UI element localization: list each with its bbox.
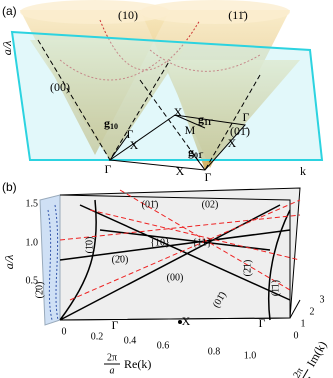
x-tick-label: 0.8 xyxy=(208,346,221,357)
z-tick-label: 0 xyxy=(294,330,299,341)
band-label: (1̄1) xyxy=(270,280,281,296)
point-label: X xyxy=(176,164,185,178)
band-label: (01̄) xyxy=(142,199,159,210)
panel-label: (a) xyxy=(2,4,17,18)
axis-label-den: a xyxy=(110,365,115,376)
axis-label-num: 2π xyxy=(291,366,306,378)
band-label: (2̄0) xyxy=(112,254,129,265)
y-tick-label: 0.5 xyxy=(26,275,39,286)
panel-a xyxy=(10,0,324,171)
panel-b xyxy=(39,187,301,326)
x-tick-label: 0 xyxy=(62,326,67,337)
z-axis-label: 2πaIm(k) xyxy=(291,339,330,378)
point-label: Γ xyxy=(112,318,119,332)
vector-symbol: g xyxy=(198,112,204,126)
z-tick-label: 3 xyxy=(320,294,325,305)
x-tick-label: 0.6 xyxy=(157,340,170,351)
point-label: M xyxy=(185,123,196,137)
cone xyxy=(165,60,300,170)
point-label: Γ xyxy=(243,110,250,124)
x-tick-label: 0.2 xyxy=(91,331,104,342)
point-label: X xyxy=(174,105,183,119)
axis-label: a/λ xyxy=(0,41,14,56)
fraction-bar xyxy=(299,369,309,378)
vector-label: g11̄ xyxy=(198,112,214,127)
cone-label: (00) xyxy=(50,80,70,94)
z-tick-label: 2 xyxy=(310,306,315,317)
band-label: (00) xyxy=(167,272,184,283)
point xyxy=(178,320,182,324)
vector-subscript: 11̄ xyxy=(204,118,214,127)
axis-label-num: 2π xyxy=(107,352,117,363)
point-label: X xyxy=(228,136,237,150)
point-label: X xyxy=(130,138,139,152)
vector-symbol: g xyxy=(188,145,194,159)
vector-label: g10 xyxy=(104,116,118,131)
cone-label: (10) xyxy=(118,8,138,22)
vector-subscript: 01̄ xyxy=(194,151,204,160)
point-label: Γ xyxy=(127,127,134,141)
band-label: {10} xyxy=(150,237,170,248)
axis-label: Im(k) xyxy=(304,339,330,370)
plane xyxy=(10,30,324,161)
cone-top xyxy=(140,0,290,24)
cone-top xyxy=(20,0,170,24)
z-tick-label: 1 xyxy=(301,318,306,329)
point-label: Γ xyxy=(105,162,112,176)
box-edge xyxy=(59,194,301,321)
vector-subscript: 10 xyxy=(110,122,118,131)
intersection xyxy=(59,19,261,81)
cone-label: (11̄) xyxy=(228,8,248,22)
band-label: (1̄0) xyxy=(84,237,95,254)
band-label: (2̄1) xyxy=(242,260,253,277)
band xyxy=(59,199,291,321)
point-label: Γ xyxy=(205,170,212,184)
x-tick-label: 1.0 xyxy=(244,350,257,361)
panel-label: (b) xyxy=(2,180,17,194)
vector-label: g01̄ xyxy=(188,145,204,160)
band-im xyxy=(47,204,59,321)
cone-label: (01̄) xyxy=(230,124,250,138)
y-tick-label: 1.5 xyxy=(26,198,39,209)
y-tick-label: 1.0 xyxy=(26,237,39,248)
band-label: (02) xyxy=(202,199,219,210)
vector xyxy=(109,114,206,171)
cone xyxy=(30,40,190,160)
band-label: {11} xyxy=(192,237,211,248)
x-tick-label: 0.4 xyxy=(124,335,137,346)
band-evanescent xyxy=(59,189,301,301)
axis-label: Re(k) xyxy=(124,357,151,371)
axis-label: a/λ xyxy=(2,255,16,270)
band-label: (2̄0) xyxy=(34,282,45,299)
plane-label: k xyxy=(300,164,306,178)
brillouin-zone xyxy=(108,114,246,171)
point-label: Γ xyxy=(259,316,266,330)
vector-symbol: g xyxy=(104,116,110,130)
point-label: X xyxy=(182,314,191,328)
